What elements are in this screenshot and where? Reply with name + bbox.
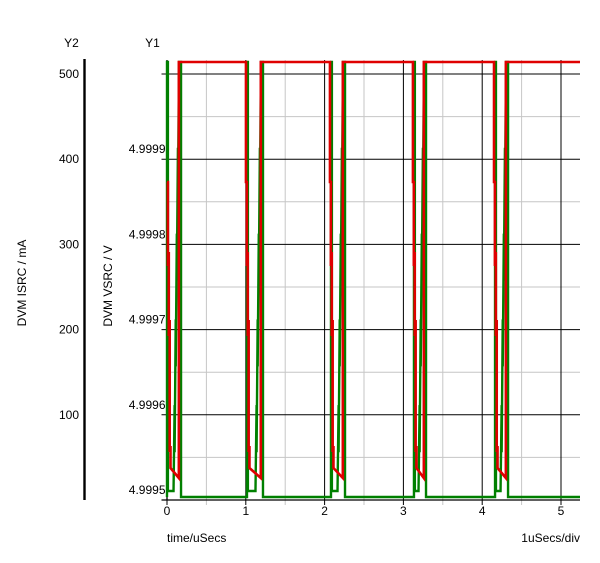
- x-axis-scale-per-div: 1uSecs/div: [521, 531, 580, 545]
- x-tick-label: 0: [164, 504, 171, 518]
- trace-isrc-red: [166, 60, 580, 482]
- x-tick-label: 4: [479, 504, 486, 518]
- y2-tick-label: 500: [59, 67, 79, 81]
- y1-tick-label: 4.9999: [129, 142, 166, 156]
- trace-vsrc-green: [165, 60, 580, 499]
- tick-labels: 500 400 300 200 100 4.9999 4.9998 4.9997 4.9996 4…: [59, 67, 565, 518]
- y1-axis-title: Y1: [145, 36, 160, 50]
- x-tick-label: 3: [400, 504, 407, 518]
- y1-axis-unit-label: DVM VSRC / V: [101, 245, 115, 326]
- y2-tick-label: 300: [59, 237, 79, 251]
- grid-major-lines: [161, 60, 580, 505]
- y2-tick-label: 200: [59, 323, 79, 337]
- x-tick-label: 2: [321, 504, 328, 518]
- y2-axis-title: Y2: [64, 36, 79, 50]
- y1-tick-label: 4.9995: [129, 483, 166, 497]
- x-tick-label: 1: [242, 504, 249, 518]
- x-axis-title: time/uSecs: [167, 531, 226, 545]
- y2-tick-label: 400: [59, 152, 79, 166]
- y2-tick-label: 100: [59, 408, 79, 422]
- grid-minor-lines: [167, 60, 580, 505]
- y1-tick-label: 4.9997: [129, 313, 166, 327]
- y2-axis-unit-label: DVM ISRC / mA: [15, 240, 29, 327]
- y1-tick-label: 4.9998: [129, 227, 166, 241]
- y1-tick-label: 4.9996: [129, 398, 166, 412]
- x-tick-label: 5: [558, 504, 565, 518]
